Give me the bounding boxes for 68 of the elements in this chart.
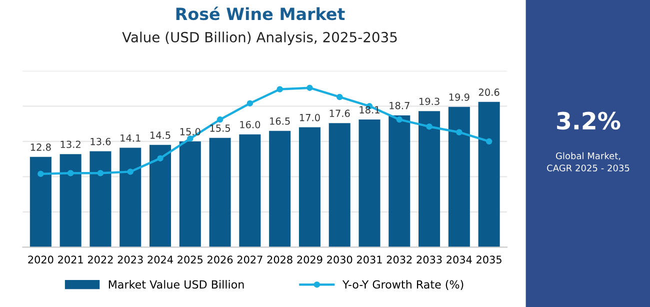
x-tick-label: 2020	[28, 256, 54, 264]
x-tick-label: 2028	[267, 256, 292, 264]
data-label: 17.6	[330, 110, 350, 118]
text: Global Market, CAGR 2025 - 2035	[547, 152, 630, 172]
bar	[478, 102, 500, 248]
bar	[358, 120, 380, 248]
bar	[418, 111, 440, 248]
data-label: 13.2	[60, 140, 80, 148]
bar	[90, 151, 112, 248]
bar	[239, 134, 261, 248]
bar	[448, 106, 470, 248]
x-tick-label: 2024	[148, 256, 173, 264]
x-tick-label: 2022	[88, 256, 113, 264]
bar	[388, 115, 410, 248]
data-label: 19.3	[420, 98, 440, 106]
chart-title: Rosé Wine Market	[176, 6, 345, 20]
x-tick-label: 2033	[416, 256, 442, 264]
data-label: 14.5	[150, 132, 170, 139]
x-tick-label: 2027	[237, 256, 262, 264]
chart-subtitle: Value (USD Billion) Analysis, 2025-2035	[122, 32, 397, 46]
data-label: 15.5	[210, 124, 230, 132]
point	[306, 84, 313, 91]
point	[456, 129, 462, 136]
data-label: 19.9	[449, 93, 470, 101]
point	[276, 86, 283, 92]
data-label: 16.5	[270, 117, 290, 125]
data-label: 16.0	[240, 120, 260, 128]
data-label: 14.1	[120, 134, 140, 142]
data-label: 12.8	[30, 144, 51, 151]
point	[246, 100, 254, 106]
data-label: 18.7	[390, 102, 410, 110]
point	[486, 138, 492, 145]
x-tick-label: 2023	[118, 256, 143, 264]
point	[336, 94, 343, 100]
point	[426, 123, 432, 130]
x-tick-label: 2032	[386, 256, 412, 264]
text: 3.2%	[557, 112, 620, 130]
x-tick-label: 2035	[476, 256, 502, 264]
point	[216, 116, 224, 123]
x-tick-label: 2021	[58, 256, 83, 264]
x-tick-label: 2025	[178, 256, 202, 264]
point	[396, 116, 403, 123]
data-label: 17.0	[300, 114, 320, 122]
legend-label: Y-o-Y Growth Rate (%)	[342, 280, 464, 290]
bar	[328, 123, 350, 248]
point	[67, 170, 74, 176]
point	[187, 135, 194, 142]
bar	[30, 156, 52, 248]
point	[127, 168, 134, 175]
bar	[149, 144, 172, 248]
x-tick-label: 2034	[446, 256, 472, 264]
bar	[298, 127, 320, 248]
data-label: 15.0	[180, 128, 200, 136]
bar	[120, 148, 142, 248]
x-tick-label: 2031	[357, 256, 382, 264]
bar	[60, 154, 82, 248]
x-tick-label: 2029	[297, 256, 322, 264]
bar	[209, 138, 231, 248]
x-tick-label: 2030	[327, 256, 352, 264]
point	[38, 170, 44, 177]
bar	[269, 130, 291, 248]
x-tick-label: 2026	[208, 256, 233, 264]
data-label: 13.6	[90, 138, 111, 146]
point	[97, 170, 104, 176]
legend-label: Market Value USD Billion	[108, 280, 244, 289]
data-label: 20.6	[478, 88, 500, 96]
point	[157, 155, 164, 162]
bar	[179, 141, 201, 248]
